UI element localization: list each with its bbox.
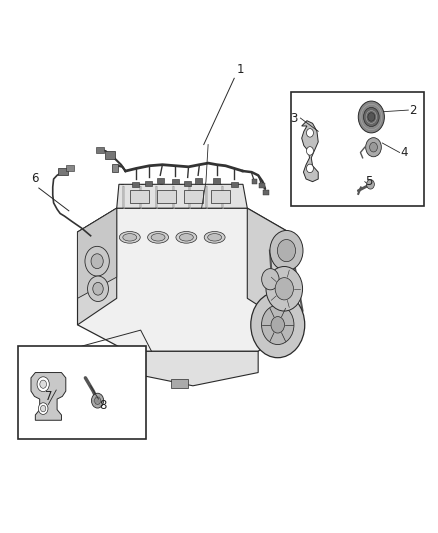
- Ellipse shape: [180, 233, 193, 241]
- Bar: [172, 179, 179, 184]
- Bar: [66, 165, 74, 171]
- Bar: [184, 181, 191, 186]
- Circle shape: [307, 164, 314, 173]
- Polygon shape: [78, 208, 289, 351]
- Text: 5: 5: [365, 175, 373, 188]
- Bar: [105, 151, 115, 159]
- Polygon shape: [302, 120, 318, 182]
- Circle shape: [91, 254, 103, 269]
- Text: 7: 7: [45, 390, 52, 403]
- Polygon shape: [78, 208, 117, 298]
- Bar: [213, 179, 220, 184]
- Circle shape: [251, 292, 305, 358]
- Circle shape: [367, 180, 374, 189]
- Text: 1: 1: [237, 62, 244, 76]
- Bar: [113, 164, 117, 172]
- Circle shape: [95, 397, 101, 405]
- Circle shape: [270, 230, 303, 271]
- Circle shape: [39, 403, 48, 415]
- Ellipse shape: [151, 233, 165, 241]
- Text: 2: 2: [409, 103, 417, 117]
- Bar: [252, 179, 257, 184]
- Bar: [231, 182, 238, 187]
- Polygon shape: [31, 373, 66, 420]
- Bar: [132, 182, 139, 187]
- Bar: [58, 168, 67, 175]
- Polygon shape: [78, 208, 117, 325]
- Circle shape: [261, 269, 279, 290]
- Circle shape: [85, 246, 110, 276]
- Circle shape: [358, 101, 385, 133]
- Polygon shape: [127, 351, 258, 386]
- Text: 4: 4: [400, 146, 408, 159]
- Bar: [171, 379, 187, 389]
- Ellipse shape: [208, 233, 222, 241]
- Polygon shape: [117, 184, 247, 208]
- Bar: [157, 178, 164, 183]
- Circle shape: [93, 282, 103, 295]
- Bar: [18, 346, 146, 439]
- Ellipse shape: [119, 231, 140, 243]
- Circle shape: [275, 278, 293, 300]
- Circle shape: [277, 239, 296, 262]
- Circle shape: [368, 113, 375, 121]
- Circle shape: [88, 276, 109, 302]
- Circle shape: [366, 138, 381, 157]
- Circle shape: [261, 305, 294, 344]
- Bar: [263, 190, 269, 195]
- Circle shape: [266, 266, 303, 311]
- Bar: [157, 190, 177, 203]
- Circle shape: [307, 147, 314, 155]
- Text: 6: 6: [31, 172, 39, 185]
- Circle shape: [370, 142, 378, 152]
- Text: 3: 3: [290, 111, 297, 125]
- Ellipse shape: [148, 231, 169, 243]
- Bar: [211, 190, 230, 203]
- Bar: [96, 147, 104, 153]
- Ellipse shape: [204, 231, 225, 243]
- Ellipse shape: [123, 233, 137, 241]
- Bar: [184, 190, 203, 203]
- Polygon shape: [247, 208, 289, 325]
- Circle shape: [40, 380, 46, 389]
- Bar: [130, 190, 149, 203]
- Text: 8: 8: [99, 399, 106, 412]
- Bar: [259, 183, 265, 188]
- Circle shape: [37, 377, 49, 392]
- Circle shape: [271, 317, 285, 333]
- Bar: [145, 181, 152, 186]
- Circle shape: [41, 406, 46, 412]
- Circle shape: [364, 108, 379, 126]
- Bar: [194, 179, 201, 184]
- Bar: [291, 92, 424, 206]
- Ellipse shape: [176, 231, 197, 243]
- Circle shape: [307, 128, 314, 137]
- Circle shape: [92, 393, 104, 408]
